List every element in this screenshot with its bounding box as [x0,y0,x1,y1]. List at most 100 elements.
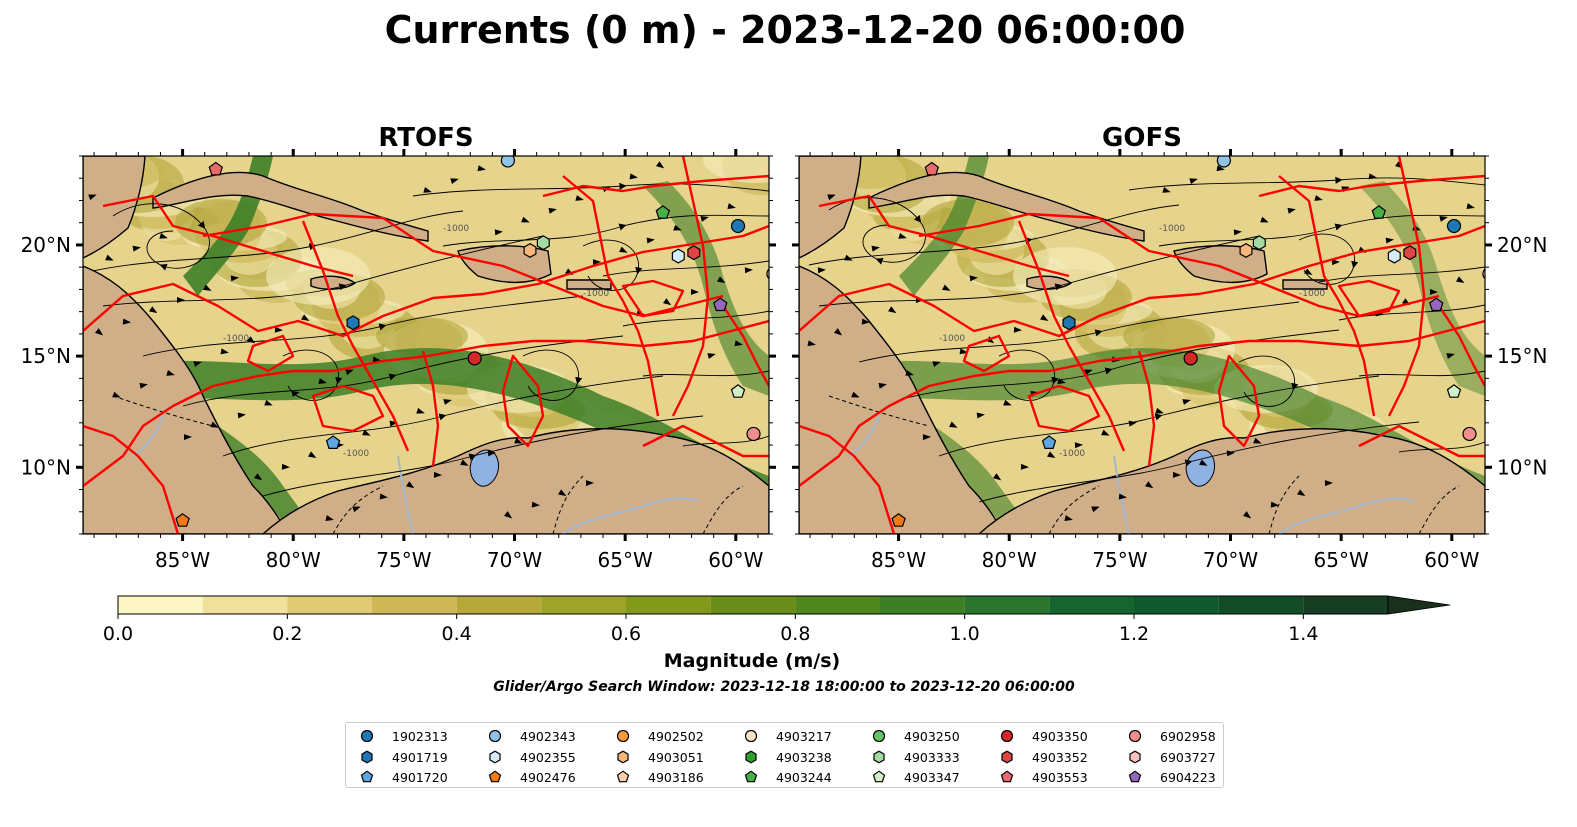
flow-arrow [619,246,628,253]
lon-tick-label: 60°W [1424,548,1479,572]
flow-arrow [592,259,601,266]
legend-marker-4903051 [617,750,629,764]
flow-arrow [112,391,121,398]
lon-tick-label: 60°W [708,548,763,572]
flow-arrow [932,361,941,368]
flow-arrow [1145,481,1154,489]
high-velocity-band [839,348,1485,506]
flow-arrow [487,450,496,457]
eez-boundary [421,350,440,467]
streamline [998,349,1059,401]
legend-item: 4903051 [616,749,704,765]
eez-boundary [799,224,1485,338]
flow-arrow [177,297,185,303]
land-mass [799,156,862,259]
streamline [828,197,926,265]
flow-arrow [281,463,290,470]
flow-arrow [898,232,907,239]
float-marker-1902313 [1446,218,1462,234]
flow-arrow [717,276,726,283]
legend-marker-icon [1129,750,1141,764]
flow-arrow [888,306,897,314]
lake-maracaibo [469,449,500,487]
float-marker-4902476 [175,513,190,527]
legend-label: 4903250 [904,728,960,744]
land-mass [566,279,612,290]
legend-marker-icon [489,750,501,764]
flow-arrow [477,165,486,172]
flow-arrow [1439,216,1448,222]
eez-boundary [1438,305,1485,387]
legend-marker-4903352 [1001,750,1013,764]
streamline [182,335,624,407]
legend-label: 4903244 [776,769,832,785]
legend-label: 4903347 [904,769,960,785]
flow-arrow [1064,515,1073,522]
flow-arrow [744,267,753,274]
colorbar-cell [202,596,288,614]
float-marker-4902343 [500,156,515,168]
streamline [818,235,1260,307]
streamline [642,370,769,377]
flow-arrow [230,275,239,282]
flow-arrow [531,501,540,508]
eez-boundary [102,194,354,278]
lat-tick-label: 10°N [1497,455,1547,479]
flow-arrow [105,254,114,261]
flow-arrow [871,245,880,252]
map-panels: -1000 -1000 -1000 -1000 RTOFS 85°W 80°W 75°W 70°… [21,123,1548,572]
streamline [1298,233,1359,285]
lon-tick-label: 80°W [266,548,321,572]
depth-contour-label: -1000 [939,334,965,344]
flow-arrow [210,421,219,428]
flow-arrow [817,267,826,274]
land-mass [868,171,1145,242]
flow-arrow [88,194,97,201]
colorbar-label: Magnitude (m/s) [664,650,841,672]
flow-arrow [949,421,958,428]
legend-label: 4903350 [1032,728,1088,744]
flow-arrow [237,412,246,419]
flow-arrow [673,224,682,231]
flow-arrow [1446,353,1455,359]
flow-arrow [1074,442,1083,449]
float-marker-4903051 [1239,243,1253,258]
eez-boundary [501,354,545,448]
colorbar-frame [117,595,1389,615]
national-border [828,395,1460,534]
flow-arrow [1324,480,1333,487]
legend-marker-4901720 [360,770,374,783]
flow-arrow [1189,178,1198,184]
eez-boundary [542,174,769,198]
flow-arrow [1385,237,1394,244]
colorbar-tick-label: 1.4 [1288,623,1318,645]
streamline [602,260,769,277]
legend: 1902313 4901719 4901720 4902343 4902355 49024… [345,722,1224,788]
flow-arrow [851,391,860,398]
eez-boundary [621,279,685,318]
legend-marker-icon [616,729,630,743]
flow-arrow [1466,203,1475,210]
lon-tick-label: 75°W [1092,548,1147,572]
flow-arrow [878,382,887,389]
flow-arrow [95,328,104,336]
colorbar-cell [1049,596,1134,614]
float-marker-6904223 [713,297,728,312]
flow-arrow [1118,493,1127,500]
river [1278,497,1415,534]
legend-label: 4902343 [520,728,576,744]
legend-item: 4903350 [1000,728,1088,744]
float-marker-4903244 [655,205,671,219]
streamline [978,421,1420,503]
streamline [142,295,584,357]
eez-boundary [1027,384,1101,433]
eez-boundary [1358,424,1485,458]
flow-arrow [1429,288,1438,295]
depth-contour-label: -1000 [343,449,369,459]
flow-arrow [734,340,743,347]
flow-arrow [922,434,931,441]
flow-arrow [690,288,699,295]
legend-marker-4903333 [873,750,885,764]
legend-label: 6903727 [1160,749,1216,765]
river [1113,455,1130,534]
